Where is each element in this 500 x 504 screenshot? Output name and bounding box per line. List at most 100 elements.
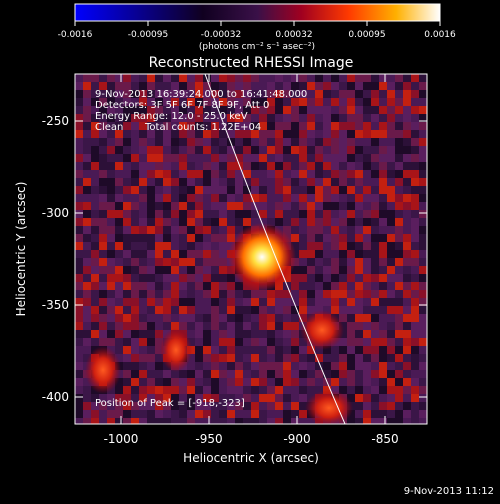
image-pixel xyxy=(291,418,299,424)
image-pixel xyxy=(251,114,259,122)
image-pixel xyxy=(339,114,347,122)
image-pixel xyxy=(379,282,387,290)
image-pixel xyxy=(179,138,187,146)
image-pixel xyxy=(99,402,107,410)
image-pixel xyxy=(275,410,283,418)
image-pixel xyxy=(139,138,147,146)
image-pixel xyxy=(107,258,115,266)
image-pixel xyxy=(291,194,299,202)
image-pixel xyxy=(283,386,291,394)
image-pixel xyxy=(243,186,251,194)
image-pixel xyxy=(387,266,395,274)
image-pixel xyxy=(187,354,195,362)
image-pixel xyxy=(75,370,83,378)
image-pixel xyxy=(403,250,411,258)
image-pixel xyxy=(291,306,299,314)
image-pixel xyxy=(131,394,139,402)
solar-limb-line xyxy=(204,74,346,424)
image-pixel xyxy=(299,410,307,418)
image-pixel xyxy=(403,258,411,266)
image-pixel xyxy=(363,394,371,402)
image-pixel xyxy=(243,330,251,338)
image-pixel xyxy=(195,378,203,386)
image-pixel xyxy=(387,410,395,418)
image-pixel xyxy=(387,258,395,266)
image-pixel xyxy=(75,106,83,114)
image-pixel xyxy=(83,146,91,154)
image-pixel xyxy=(395,138,403,146)
image-pixel xyxy=(75,274,83,282)
image-pixel xyxy=(355,194,363,202)
image-pixel xyxy=(363,242,371,250)
image-pixel xyxy=(171,210,179,218)
image-pixel xyxy=(403,130,411,138)
image-pixel xyxy=(419,226,427,234)
image-pixel xyxy=(347,298,355,306)
image-pixel xyxy=(99,226,107,234)
image-pixel xyxy=(347,90,355,98)
image-pixel xyxy=(195,338,203,346)
image-pixel xyxy=(107,82,115,90)
image-pixel xyxy=(235,122,243,130)
image-pixel xyxy=(291,98,299,106)
image-pixel xyxy=(91,74,99,82)
image-pixel xyxy=(147,330,155,338)
image-pixel xyxy=(363,162,371,170)
image-pixel xyxy=(251,98,259,106)
image-pixel xyxy=(115,74,123,82)
y-tick-label: -350 xyxy=(42,298,69,312)
image-pixel xyxy=(403,394,411,402)
image-pixel xyxy=(227,130,235,138)
image-pixel xyxy=(139,298,147,306)
image-pixel xyxy=(395,98,403,106)
image-pixel xyxy=(139,330,147,338)
image-pixel xyxy=(403,402,411,410)
image-pixel xyxy=(155,130,163,138)
image-pixel xyxy=(371,386,379,394)
image-pixel xyxy=(395,90,403,98)
image-pixel xyxy=(203,418,211,424)
image-pixel xyxy=(403,242,411,250)
image-pixel xyxy=(379,250,387,258)
image-pixel xyxy=(115,354,123,362)
image-pixel xyxy=(139,362,147,370)
image-pixel xyxy=(219,194,227,202)
image-pixel xyxy=(91,338,99,346)
image-pixel xyxy=(299,290,307,298)
image-pixel xyxy=(195,402,203,410)
image-pixel xyxy=(323,186,331,194)
image-pixel xyxy=(107,218,115,226)
image-pixel xyxy=(411,370,419,378)
image-pixel xyxy=(259,106,267,114)
image-pixel xyxy=(99,218,107,226)
image-pixel xyxy=(331,298,339,306)
image-pixel xyxy=(91,106,99,114)
image-pixel xyxy=(411,218,419,226)
image-pixel xyxy=(107,410,115,418)
image-pixel xyxy=(419,106,427,114)
image-pixel xyxy=(395,154,403,162)
image-pixel xyxy=(115,298,123,306)
image-pixel xyxy=(259,82,267,90)
image-pixel xyxy=(227,418,235,424)
image-pixel xyxy=(395,330,403,338)
image-pixel xyxy=(115,266,123,274)
image-pixel xyxy=(259,338,267,346)
image-pixel xyxy=(291,170,299,178)
image-pixel xyxy=(331,242,339,250)
image-pixel xyxy=(235,378,243,386)
image-pixel xyxy=(419,146,427,154)
image-pixel xyxy=(155,106,163,114)
image-pixel xyxy=(387,274,395,282)
image-pixel xyxy=(83,386,91,394)
image-pixel xyxy=(75,202,83,210)
image-pixel xyxy=(155,74,163,82)
image-pixel xyxy=(323,386,331,394)
image-pixel xyxy=(91,306,99,314)
image-pixel xyxy=(339,370,347,378)
image-pixel xyxy=(411,338,419,346)
image-pixel xyxy=(163,258,171,266)
image-pixel xyxy=(387,114,395,122)
image-pixel xyxy=(331,194,339,202)
image-pixel xyxy=(307,290,315,298)
